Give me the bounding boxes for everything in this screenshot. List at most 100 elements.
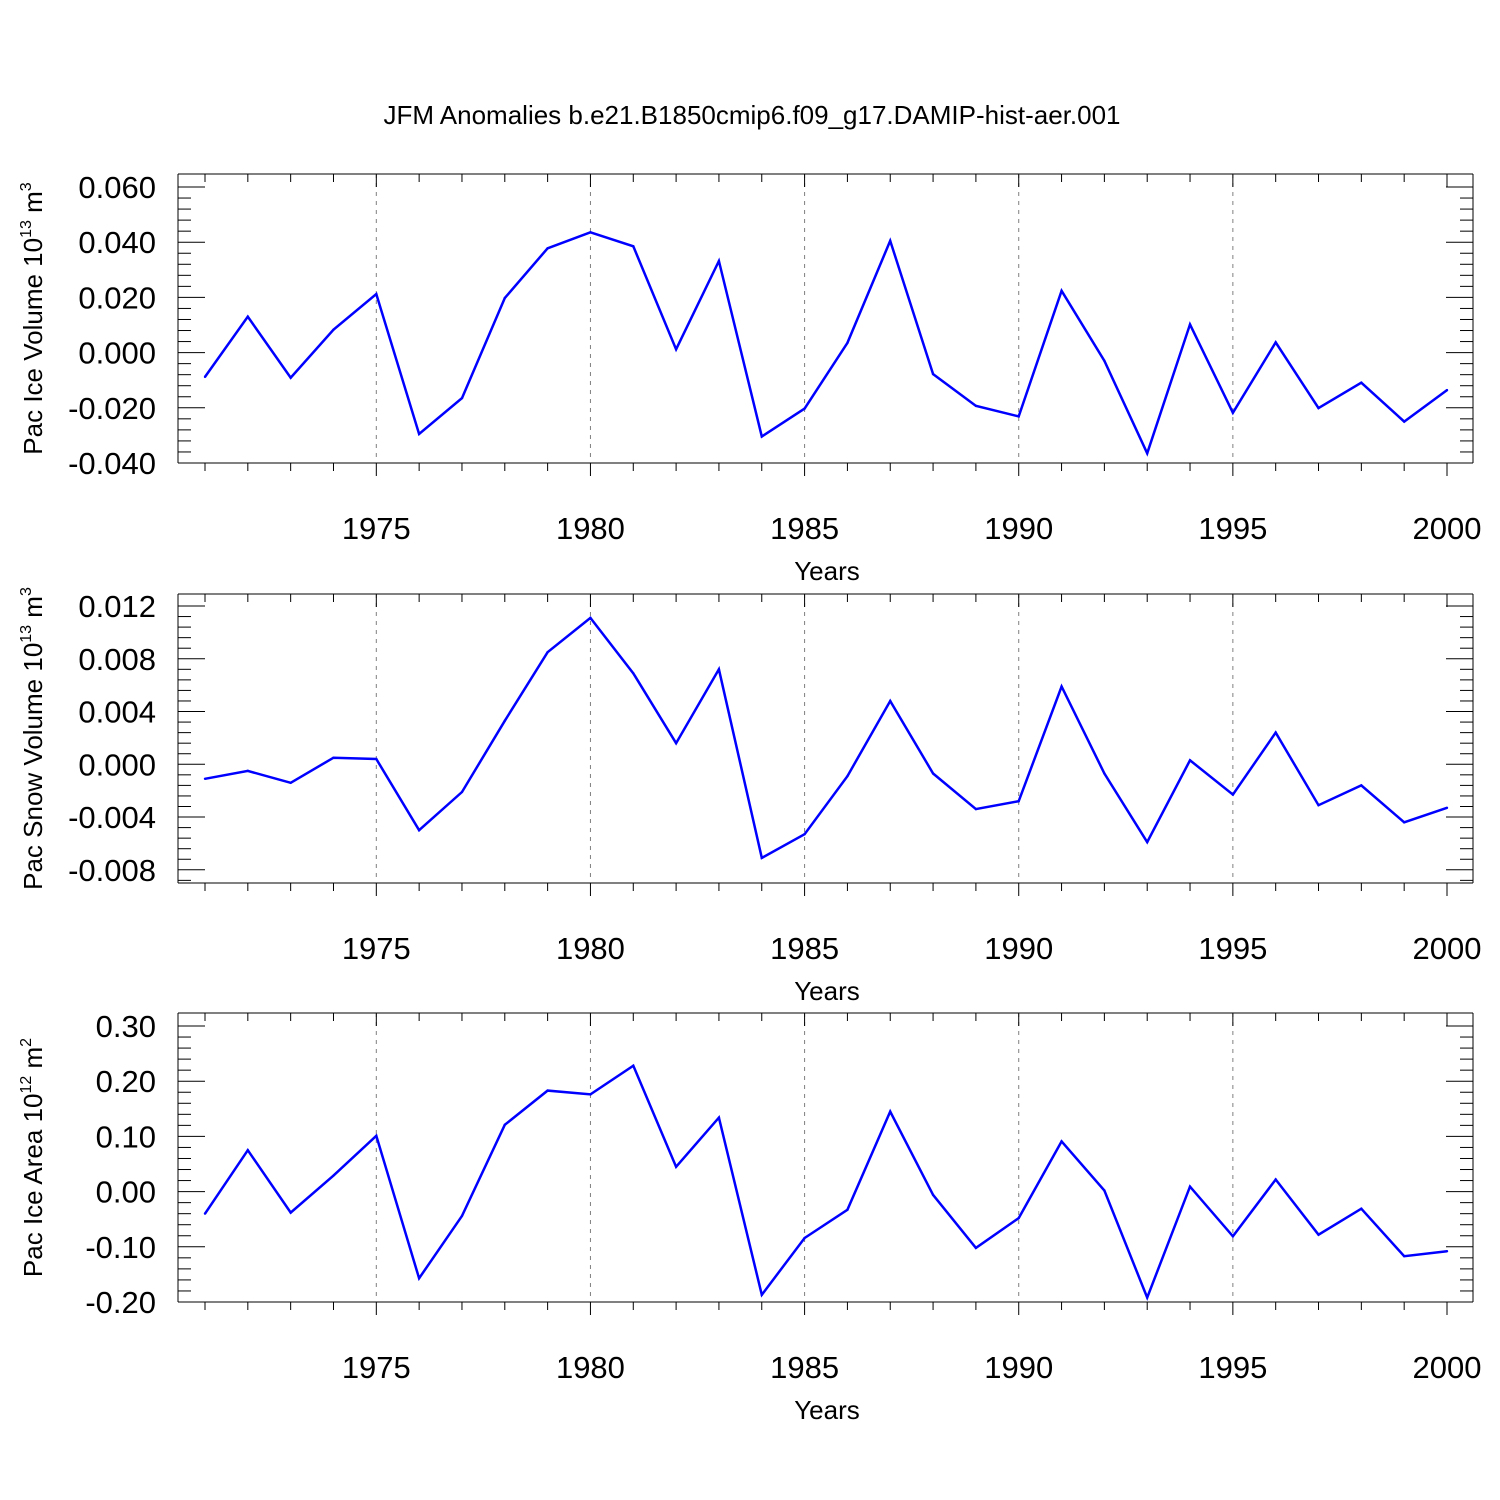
data-point [760, 435, 763, 438]
data-point [589, 231, 592, 234]
data-point [460, 396, 464, 400]
y-tick-label: 0.10 [96, 1119, 156, 1154]
data-point [760, 856, 763, 860]
y-axis-label-exp: 13 [18, 220, 35, 238]
data-point [674, 348, 678, 351]
data-point [1360, 1207, 1363, 1210]
data-point [1274, 341, 1277, 344]
data-point [889, 1110, 892, 1113]
data-point [246, 1149, 250, 1152]
data-point [1188, 323, 1192, 326]
data-point [803, 832, 806, 836]
y-tick-label: 0.000 [78, 336, 156, 371]
y-tick-label: 0.040 [78, 225, 156, 260]
data-point [674, 1165, 678, 1168]
data-point [1360, 381, 1363, 384]
data-point [717, 668, 721, 671]
data-point [1402, 821, 1406, 824]
x-tick-label: 1975 [342, 511, 411, 546]
data-point [375, 1134, 378, 1138]
data-point [974, 807, 978, 811]
x-tick-label: 2000 [1413, 931, 1482, 966]
data-point [931, 372, 935, 376]
series-line [203, 230, 1448, 457]
x-tick-label: 1995 [1198, 511, 1267, 546]
data-point [546, 1089, 549, 1092]
data-point [1146, 452, 1149, 455]
y-axis-label-unit-exp: 3 [18, 182, 35, 191]
data-point [460, 790, 464, 794]
data-point [931, 772, 935, 775]
y-tick-label: 0.20 [96, 1064, 156, 1099]
data-point [460, 1214, 464, 1218]
data-point [503, 296, 506, 300]
y-tick-label: 0.004 [78, 695, 156, 730]
data-point [803, 1236, 806, 1240]
data-point [417, 1277, 421, 1280]
data-point [1445, 388, 1449, 392]
data-point [1146, 840, 1149, 844]
x-tick-label: 1990 [984, 1350, 1053, 1385]
x-tick-label: 1985 [770, 1350, 839, 1385]
x-tick-label: 1975 [342, 931, 411, 966]
data-point [332, 1174, 335, 1177]
y-axis-label-exp: 13 [18, 625, 35, 643]
data-point [332, 328, 335, 331]
y-tick-label: 0.008 [78, 642, 156, 677]
y-axis-label: Pac Snow Volume 1013 m3 [18, 587, 48, 890]
chart-panel-3: -0.20 -0.10 0.00 0.10 0.20 0.30 1975 1980 1985 19… [18, 1009, 1481, 1425]
data-point [1103, 359, 1106, 363]
data-point [760, 1293, 763, 1297]
data-point [203, 375, 207, 379]
data-point [846, 341, 849, 345]
data-point [889, 239, 892, 243]
data-point [1231, 793, 1235, 796]
y-tick-label: 0.000 [78, 747, 156, 782]
x-axis-label: Years [794, 976, 860, 1006]
data-point [375, 757, 378, 761]
y-tick-label: -0.008 [68, 853, 156, 888]
data-point [1402, 420, 1406, 423]
data-point [289, 781, 292, 784]
x-tick-label: 1980 [556, 1350, 625, 1385]
x-tick-label: 1980 [556, 931, 625, 966]
data-point [289, 1211, 292, 1214]
y-tick-label: 0.012 [78, 589, 156, 624]
y-axis-label-main: Pac Ice Area 10 [18, 1094, 48, 1278]
data-point [1060, 685, 1063, 688]
data-point [1274, 1178, 1277, 1181]
y-tick-label: -0.20 [85, 1285, 156, 1320]
y-axis-label: Pac Ice Volume 1013 m3 [18, 182, 48, 455]
x-tick-label: 1990 [984, 931, 1053, 966]
x-tick-label: 1980 [556, 511, 625, 546]
data-point [717, 259, 721, 263]
data-point [889, 699, 892, 703]
x-tick-label: 1985 [770, 931, 839, 966]
data-point [332, 756, 335, 759]
y-tick-label: -0.10 [85, 1230, 156, 1265]
data-point [1060, 289, 1063, 292]
data-point [1017, 1216, 1020, 1220]
y-axis-label-main: Pac Ice Volume 10 [18, 238, 48, 455]
data-point [1445, 1250, 1449, 1253]
data-point [589, 616, 592, 620]
data-point [589, 1093, 592, 1096]
series-line [203, 1063, 1448, 1302]
y-axis-label-unit: m [18, 1047, 48, 1076]
x-axis-label: Years [794, 1395, 860, 1425]
data-point [974, 1246, 978, 1250]
data-point [1445, 806, 1449, 810]
data-point [632, 245, 635, 248]
x-axis-label: Years [794, 556, 860, 586]
data-point [503, 719, 506, 722]
data-point [1317, 406, 1320, 410]
x-tick-label: 1985 [770, 511, 839, 546]
x-tick-label: 2000 [1413, 1350, 1482, 1385]
data-point [717, 1116, 721, 1119]
data-point [1188, 1185, 1192, 1188]
data-point [803, 407, 806, 410]
data-point [417, 829, 421, 832]
data-point [503, 1123, 506, 1127]
data-point [846, 774, 849, 778]
y-axis-label-unit: m [18, 596, 48, 625]
